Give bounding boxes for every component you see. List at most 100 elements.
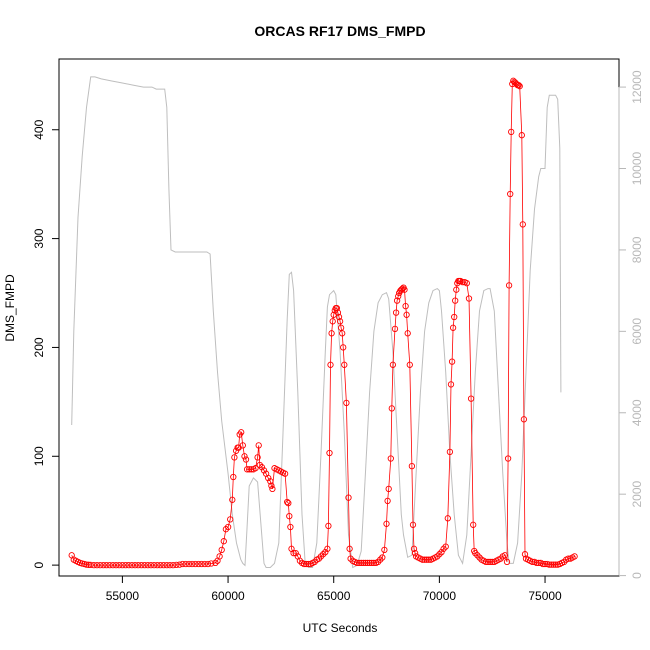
y2-tick-label: 8000 [630,236,644,263]
data-point [128,561,136,569]
data-point [100,561,107,569]
data-point [242,456,250,463]
data-point [411,549,419,557]
data-point [501,552,509,559]
data-point [230,473,237,481]
data-point [239,442,246,449]
data-point [112,561,120,569]
data-point [449,324,457,331]
data-point [83,561,90,568]
data-point [326,449,333,457]
data-point [393,297,401,304]
y-tick-label: 400 [32,119,46,139]
data-point [231,454,238,461]
data-point [484,558,492,566]
y-tick-label: 300 [32,228,46,248]
data-point [362,559,369,567]
data-point [222,526,230,533]
data-point [463,280,470,287]
data-point [315,555,323,562]
data-point [360,559,367,567]
data-point [241,453,248,460]
data-point [387,455,394,462]
x-tick-label: 70000 [423,589,457,603]
data-point [176,561,183,568]
data-point [447,381,455,388]
data-point [339,330,346,337]
data-point [381,546,388,554]
data-point [355,559,363,567]
data-point [252,465,259,472]
data-point [258,464,266,471]
data-point [565,555,572,562]
data-point [311,558,318,566]
data-point [452,297,459,304]
data-point [398,286,405,293]
data-point [379,554,386,561]
data-point [290,549,297,557]
data-point [497,555,504,562]
data-point [154,561,161,569]
data-point [93,561,101,569]
data-point [368,559,375,567]
y2-tick-label: 2000 [630,481,644,508]
y-tick-label: 200 [32,337,46,357]
data-point [195,560,202,568]
data-point [511,78,518,86]
y2-tick-label: 6000 [630,318,644,345]
x-axis-label: UTC Seconds [303,621,378,635]
data-point [287,523,294,531]
data-point [269,485,276,493]
data-point [286,512,293,520]
data-point [317,553,325,560]
data-point [281,470,289,477]
data-point [470,521,477,528]
data-point [472,549,479,557]
data-point [227,516,234,523]
data-point [505,282,513,289]
data-point [116,561,123,569]
data-point [392,309,400,316]
data-point [409,521,417,528]
data-point [268,482,275,489]
data-point [453,286,460,293]
data-point [507,190,514,198]
data-point [385,485,392,493]
data-point [389,361,397,368]
data-point [341,361,348,368]
data-point [135,561,142,569]
y-tick-label: 100 [32,446,46,466]
data-point [408,462,416,470]
data-point [410,545,418,552]
data-point [451,313,458,321]
data-point [218,546,225,554]
data-point [255,442,262,449]
data-point [238,429,245,436]
data-point [150,561,158,569]
data-point [370,559,378,567]
data-point [243,466,251,473]
data-point [489,558,496,566]
primary-series-line [71,80,575,566]
data-point [486,558,494,566]
data-point [533,559,540,567]
data-point [324,545,331,552]
data-point [163,561,170,569]
y2-tick-label: 4000 [630,399,644,426]
x-tick-label: 65000 [317,589,351,603]
data-point [346,545,353,552]
data-point [87,561,94,569]
data-point [160,561,167,569]
data-point [391,325,399,333]
data-point [442,543,449,550]
data-point [448,358,456,365]
data-point [535,559,542,567]
data-point [546,561,553,568]
data-point [345,494,352,501]
data-point [229,496,236,503]
data-point [552,561,559,568]
data-point [248,466,255,473]
data-point [519,221,526,228]
y2-tick-label: 10000 [630,151,644,185]
